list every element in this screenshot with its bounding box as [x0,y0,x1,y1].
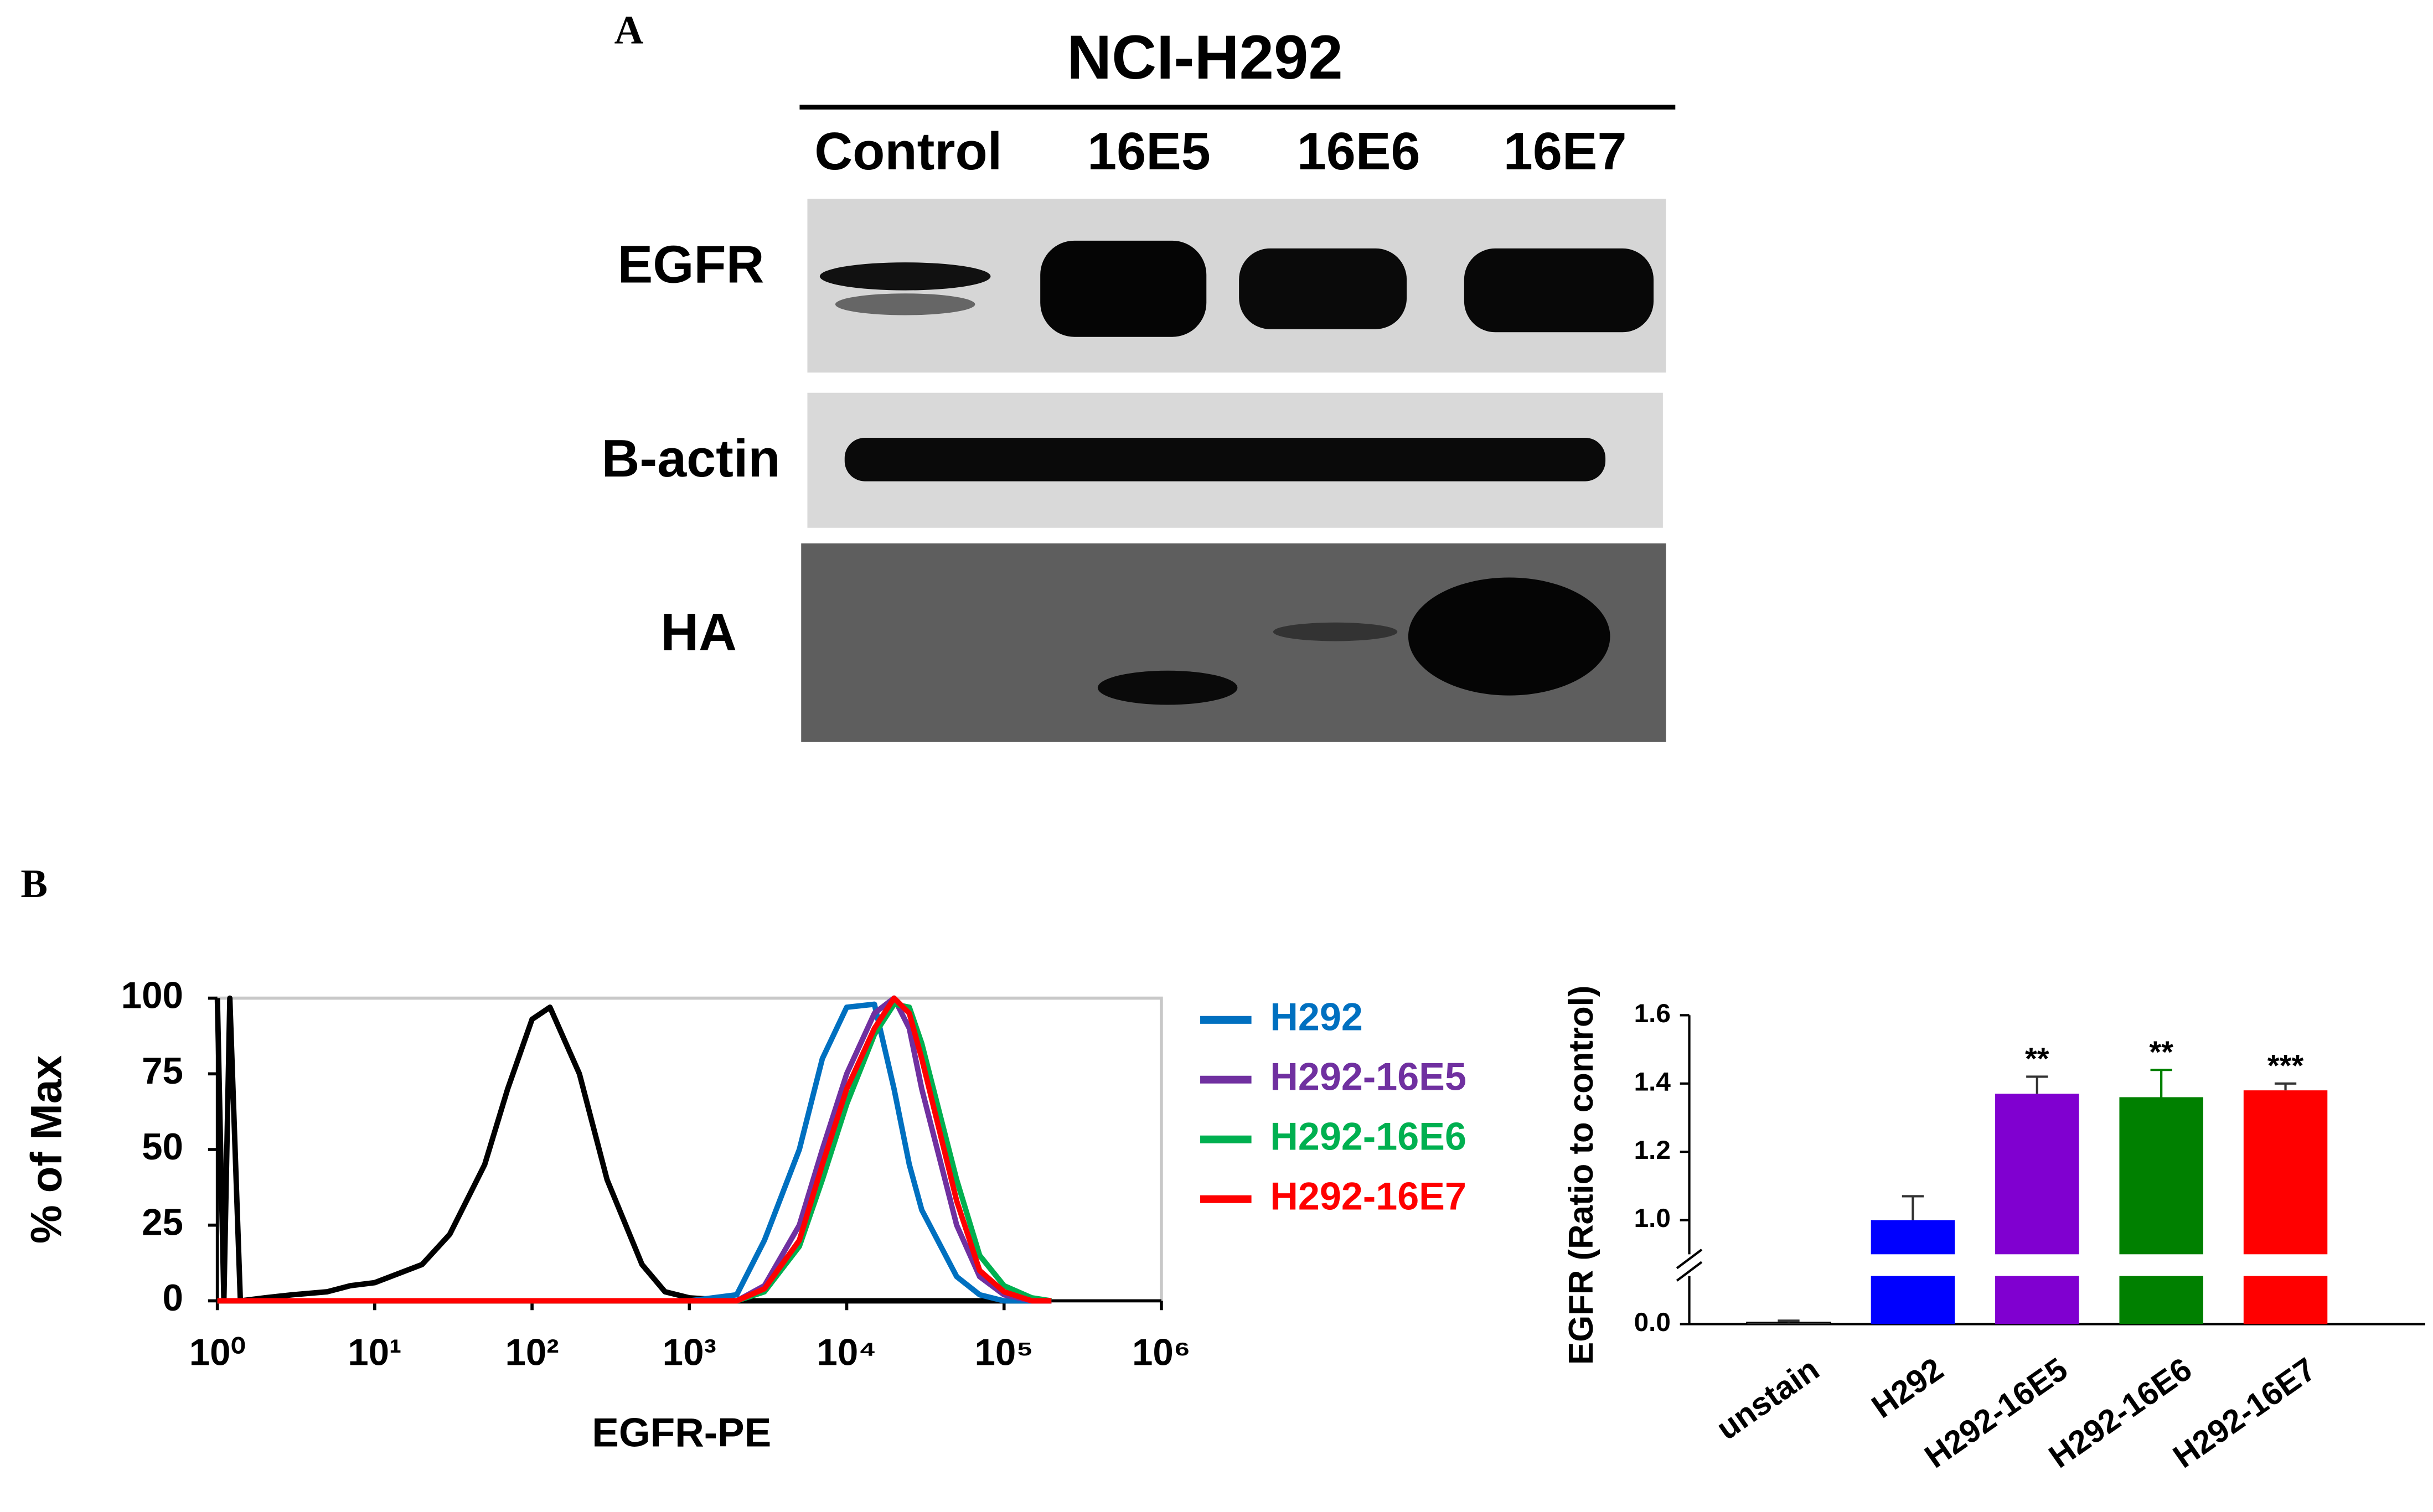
bar-lower [2243,1276,2328,1324]
x-tick-label: 10³ [663,1332,716,1373]
bar-upper [1871,1220,1955,1255]
y-tick-label: 1.2 [1634,1136,1671,1165]
y-tick-label: 0.0 [1634,1308,1671,1337]
row-label: HA [660,603,737,662]
y-tick-label: 100 [121,975,183,1016]
significance-label: *** [2267,1048,2304,1083]
bar-upper [2243,1090,2328,1255]
x-tick-label: H292 [1866,1351,1950,1425]
bar-upper [1995,1094,2079,1255]
y-axis-label: EGFR (Ratio to control) [1562,986,1600,1365]
y-axis-label: % of Max [22,1055,71,1244]
row-label: EGFR [618,236,764,294]
blot-actin [807,392,1663,528]
x-axis-label: EGFR-PE [592,1411,771,1456]
y-tick-label: 1.6 [1634,999,1671,1028]
panel-label: B [20,861,48,906]
lane-label: 16E5 [1087,122,1211,181]
panel-label: A [614,8,644,53]
plot-frame [215,996,1163,1303]
histogram-line [217,995,1052,1304]
lane-label: Control [814,122,1002,181]
legend-label: H292-16E6 [1270,1115,1466,1158]
x-tick-label: 10⁰ [189,1332,246,1373]
x-tick-label: 10¹ [348,1332,401,1373]
lane-label: 16E6 [1297,122,1420,181]
x-tick-label: 10² [505,1332,559,1373]
axis-break [1676,1249,1703,1270]
legend-label: H292-16E5 [1270,1055,1466,1098]
y-tick-label: 50 [142,1126,183,1168]
x-tick-label: 10⁵ [974,1332,1033,1373]
histogram-line [217,1001,1052,1304]
histogram-line [214,995,1052,1304]
x-tick-label: 10⁶ [1132,1332,1191,1373]
significance-label: ** [2149,1034,2173,1069]
x-tick-label: unstain [1710,1351,1826,1447]
bar-lower [1871,1276,1955,1324]
bar-lower [1995,1276,2079,1324]
y-tick-label: 1.4 [1634,1067,1671,1096]
blot-title: NCI-H292 [1067,22,1343,92]
legend-label: H292-16E7 [1270,1174,1466,1218]
lane-label: 16E7 [1504,122,1627,181]
x-tick-label: 10⁴ [817,1332,876,1373]
bar-upper [2119,1097,2203,1255]
blot-ha [801,543,1666,742]
histogram-line [217,1001,1052,1304]
legend-label: H292 [1270,995,1363,1038]
blot-egfr [807,199,1666,373]
y-tick-label: 1.0 [1634,1204,1671,1233]
y-tick-label: 0 [163,1277,183,1319]
histogram-line [217,995,1052,1304]
y-tick-label: 25 [142,1202,183,1244]
row-label: B-actin [602,429,781,488]
bar-lower [2119,1276,2203,1324]
y-tick-label: 75 [142,1050,183,1092]
axis-break [1676,1261,1703,1282]
bar [1746,1322,1831,1325]
significance-label: ** [2025,1041,2049,1076]
